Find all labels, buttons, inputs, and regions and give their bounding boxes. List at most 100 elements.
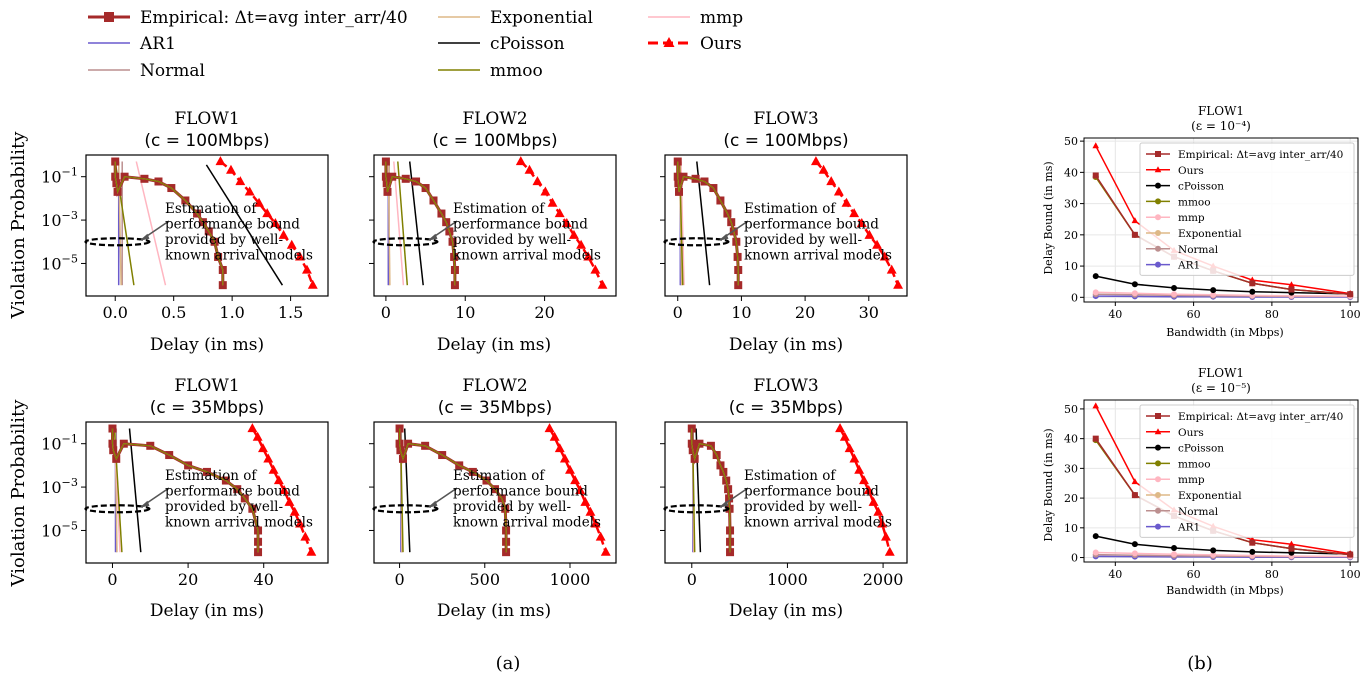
point-ours xyxy=(515,156,526,166)
legend-label-cpoisson: cPoisson xyxy=(1178,443,1224,455)
subplot-subtitle: (ε = 10⁻⁵) xyxy=(1191,381,1251,395)
series-mmoo-overlay xyxy=(114,161,224,286)
series-cpoisson xyxy=(128,428,142,553)
subplot-subtitle: (c = 100Mbps) xyxy=(144,131,269,151)
point-ours xyxy=(549,431,560,441)
series-mmoo-overlay xyxy=(691,428,731,553)
legend-marker-exponential xyxy=(1155,492,1161,498)
axes-frame xyxy=(85,154,329,297)
point-empirical xyxy=(1249,539,1256,546)
y-tick-label: 30 xyxy=(1064,462,1078,475)
x-tick-label: 0.5 xyxy=(161,303,186,322)
subplot-title: FLOW2 xyxy=(462,376,527,396)
point-ours xyxy=(826,176,837,186)
point-ours xyxy=(881,531,891,541)
point-ours xyxy=(1288,281,1295,288)
point-ours xyxy=(576,239,587,249)
annotation-arrowhead xyxy=(718,500,729,508)
point-ours xyxy=(565,464,575,474)
annotation-text: Estimation of performance bound provided b… xyxy=(165,468,313,531)
subplot-subtitle: (c = 35Mbps) xyxy=(729,398,843,418)
point-ours xyxy=(244,186,255,196)
legend-marker-mmp xyxy=(1155,214,1161,221)
y-tick-label: 30 xyxy=(1064,198,1078,211)
annotation-arrowhead xyxy=(427,500,438,508)
plot-area xyxy=(381,156,608,290)
x-tick-label: 0 xyxy=(381,303,391,322)
panel-a-plots: FLOW1(c = 100Mbps)Estimation of performan… xyxy=(41,109,908,589)
point-empirical xyxy=(1347,291,1354,298)
legend-label-empirical: Empirical: Δt=avg inter_arr/40 xyxy=(140,8,408,28)
point-ours xyxy=(294,251,305,261)
y-tick-label: 40 xyxy=(1064,166,1078,179)
legend-marker-ours xyxy=(1154,428,1162,435)
point-ours xyxy=(841,197,852,207)
plot-area xyxy=(687,423,895,557)
x-tick-label: 100 xyxy=(1340,568,1361,581)
annotation-ellipse xyxy=(372,504,439,514)
point-ours xyxy=(854,464,865,474)
y-tick-label: 10−1 xyxy=(41,432,78,453)
x-tick-label: 0 xyxy=(107,570,117,589)
plot-area xyxy=(111,156,318,290)
series-ours xyxy=(838,427,892,553)
annotation-arrowhead xyxy=(427,233,438,241)
subplot-title: FLOW1 xyxy=(1198,104,1244,118)
point-ours xyxy=(278,229,289,239)
series-mmoo xyxy=(397,161,409,286)
plot-area xyxy=(395,423,611,557)
subplot-a-6: FLOW3(c = 35Mbps) Estimation of performanc… xyxy=(660,376,908,589)
point-ours xyxy=(575,485,586,495)
y-tick-label: 40 xyxy=(1064,433,1078,446)
subplot-b-1: FLOW1(ε = 10⁻⁴) 40 60 80 100 0 10 20 30 40 50 Empir… xyxy=(1064,104,1361,321)
point-ours xyxy=(872,239,883,249)
legend-marker-normal xyxy=(1155,507,1161,514)
point-ours xyxy=(1288,540,1295,547)
point-ours xyxy=(818,164,829,174)
legend-label-mmp: mmp xyxy=(700,8,743,28)
xlabel-b2: Bandwidth (in Mbps) xyxy=(1166,584,1283,597)
subplot-b-2: FLOW1(ε = 10⁻⁵) 40 60 80 100 0 10 20 30 40 50 Empir… xyxy=(1064,366,1361,581)
series-cpoisson xyxy=(205,164,284,286)
point-ours xyxy=(273,475,284,485)
point-empirical xyxy=(1131,231,1138,238)
point-mmp xyxy=(1210,551,1217,558)
x-tick-label: 1000 xyxy=(550,570,591,589)
x-tick-label: 1000 xyxy=(767,570,808,589)
point-cpoisson xyxy=(1210,547,1217,554)
point-cpoisson xyxy=(1131,281,1138,288)
point-ours xyxy=(279,485,290,495)
point-ours xyxy=(286,239,297,249)
point-ours xyxy=(570,475,581,485)
x-tick-label: 80 xyxy=(1265,308,1279,321)
point-ours xyxy=(597,279,608,289)
x-tick-label: 20 xyxy=(178,570,198,589)
point-ours xyxy=(1092,142,1100,149)
subplot-subtitle: (ε = 10⁻⁴) xyxy=(1191,119,1251,133)
y-tick-label: 10−1 xyxy=(41,165,78,186)
legend-label-ours: Ours xyxy=(1178,165,1204,177)
annotation-arrowhead xyxy=(139,233,150,241)
legend-label-exponential: Exponential xyxy=(1178,228,1242,240)
ylabel-b2: Delay Bound (in ms) xyxy=(1042,428,1055,541)
point-ours xyxy=(568,229,579,239)
point-ours xyxy=(270,218,281,228)
legend-marker-empirical xyxy=(104,12,114,22)
point-ours xyxy=(307,279,318,289)
point-ours xyxy=(849,208,860,218)
annotation-text: Estimation of performance bound provided b… xyxy=(453,201,601,264)
series-mmoo-overlay xyxy=(677,161,739,286)
subplot-title: FLOW1 xyxy=(1198,366,1244,380)
x-tick-label: 60 xyxy=(1187,568,1201,581)
legend-marker-ar1 xyxy=(1155,523,1161,530)
point-ours xyxy=(289,506,300,516)
point-ours xyxy=(580,496,591,506)
y-tick-label: 10−3 xyxy=(41,476,78,497)
legend-box xyxy=(1139,404,1355,538)
y-tick-label: 50 xyxy=(1064,135,1078,148)
point-ours xyxy=(252,431,263,441)
subplot-title: FLOW3 xyxy=(753,109,818,129)
xlabel-r1c1: Delay (in ms) xyxy=(150,335,264,355)
legend-marker-mmp xyxy=(1155,476,1161,483)
x-tick-label: 30 xyxy=(859,303,879,322)
